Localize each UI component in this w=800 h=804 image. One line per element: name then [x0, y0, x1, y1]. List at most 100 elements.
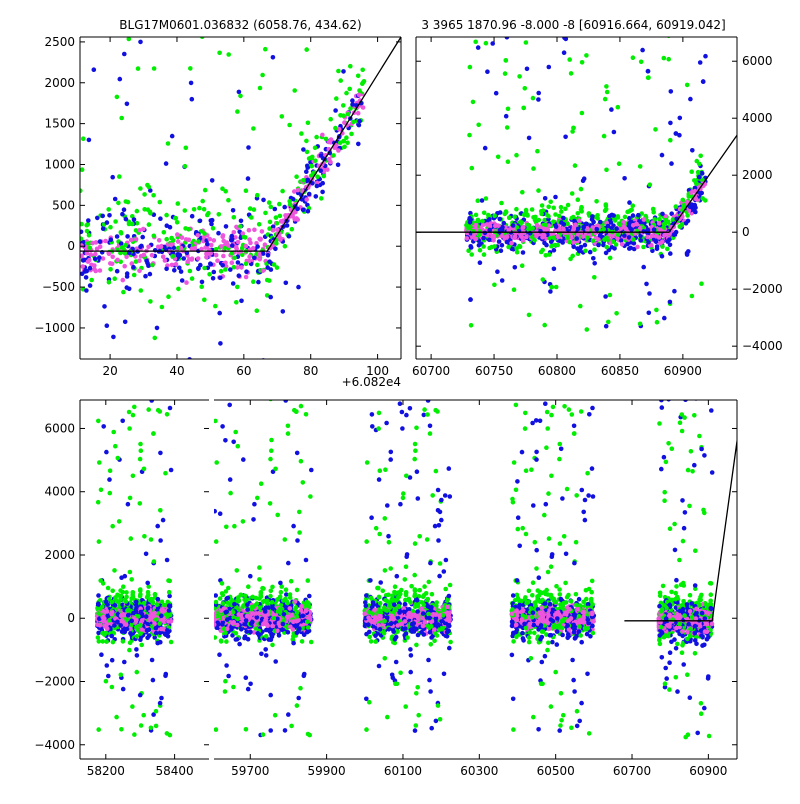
points-top-left [78, 0, 366, 392]
data-point-green [604, 202, 609, 207]
data-point-blue [302, 632, 307, 637]
data-point-green [113, 595, 118, 600]
data-point-green [158, 508, 163, 513]
data-point-green [542, 218, 547, 223]
data-point-blue [107, 477, 112, 482]
data-point-magenta [107, 252, 112, 257]
data-point-green [258, 605, 263, 610]
data-point-magenta [196, 256, 201, 261]
data-point-magenta [140, 618, 145, 623]
data-point-green [164, 237, 169, 242]
data-point-green [277, 202, 282, 207]
data-point-green [150, 263, 155, 268]
data-point-green [154, 617, 159, 622]
data-point-blue [667, 237, 672, 242]
data-point-blue [439, 518, 444, 523]
data-point-magenta [163, 258, 168, 263]
data-point-blue [246, 176, 251, 181]
data-point-green [514, 207, 519, 212]
data-point-blue [115, 234, 120, 239]
data-point-green [260, 586, 265, 591]
data-point-green [135, 209, 140, 214]
data-point-green [573, 163, 578, 168]
data-point-magenta [271, 612, 276, 617]
data-point-green [592, 247, 597, 252]
data-point-blue [115, 269, 120, 274]
data-point-blue [125, 102, 130, 107]
data-point-green [231, 685, 236, 690]
data-point-green [255, 496, 260, 501]
data-point-green [139, 723, 144, 728]
data-point-blue [536, 97, 541, 102]
data-point-green [603, 97, 608, 102]
data-point-green [111, 430, 116, 435]
data-point-blue [542, 241, 547, 246]
data-point-green [480, 219, 485, 224]
data-point-green [334, 96, 339, 101]
data-point-magenta [170, 263, 175, 268]
data-point-green [576, 211, 581, 216]
data-point-blue [571, 245, 576, 250]
data-point-green [288, 592, 293, 597]
data-point-green [108, 468, 113, 473]
data-point-green [268, 501, 273, 506]
data-point-green [512, 287, 517, 292]
data-point-magenta [103, 239, 108, 244]
data-point-green [81, 136, 86, 141]
data-point-green [476, 123, 481, 128]
data-point-green [257, 577, 262, 582]
data-point-green [681, 198, 686, 203]
data-point-green [338, 140, 343, 145]
data-point-green [128, 641, 133, 646]
data-point-green [98, 578, 103, 583]
data-point-magenta [513, 234, 518, 239]
data-point-blue [105, 350, 110, 355]
data-point-green [257, 596, 262, 601]
data-point-green [251, 279, 256, 284]
data-point-blue [237, 642, 242, 647]
data-point-blue [296, 285, 301, 290]
data-point-green [142, 467, 147, 472]
data-point-green [514, 153, 519, 158]
data-point-green [383, 516, 388, 521]
data-point-blue [357, 119, 362, 124]
data-point-blue [220, 622, 225, 627]
data-point-green [272, 262, 277, 267]
data-point-green [124, 599, 129, 604]
data-point-blue [211, 276, 216, 281]
data-point-green [604, 207, 609, 212]
data-point-green [301, 480, 306, 485]
data-point-blue [154, 631, 159, 636]
data-point-green [236, 444, 241, 449]
data-point-green [530, 235, 535, 240]
data-point-green [235, 391, 240, 396]
data-point-blue [416, 496, 421, 501]
data-point-green [163, 471, 168, 476]
data-point-green [139, 448, 144, 453]
data-point-blue [99, 395, 104, 400]
data-point-green [568, 257, 573, 262]
data-point-green [154, 724, 159, 729]
data-point-green [268, 594, 273, 599]
data-point-green [638, 322, 643, 327]
data-point-green [563, 207, 568, 212]
data-point-green [162, 603, 167, 608]
data-point-magenta [356, 111, 361, 116]
data-point-blue [133, 373, 138, 378]
data-point-green [221, 601, 226, 606]
data-point-blue [138, 40, 143, 45]
data-point-blue [674, 131, 679, 136]
data-point-green [110, 685, 115, 690]
data-point-blue [231, 281, 236, 286]
data-point-green [146, 407, 151, 412]
data-point-blue [98, 239, 103, 244]
data-point-green [260, 73, 265, 78]
data-point-green [348, 106, 353, 111]
data-point-green [115, 95, 120, 100]
data-point-blue [113, 603, 118, 608]
data-point-green [79, 236, 84, 241]
data-point-blue [105, 220, 110, 225]
data-point-magenta [184, 280, 189, 285]
data-point-magenta [361, 105, 366, 110]
data-point-green [579, 187, 584, 192]
